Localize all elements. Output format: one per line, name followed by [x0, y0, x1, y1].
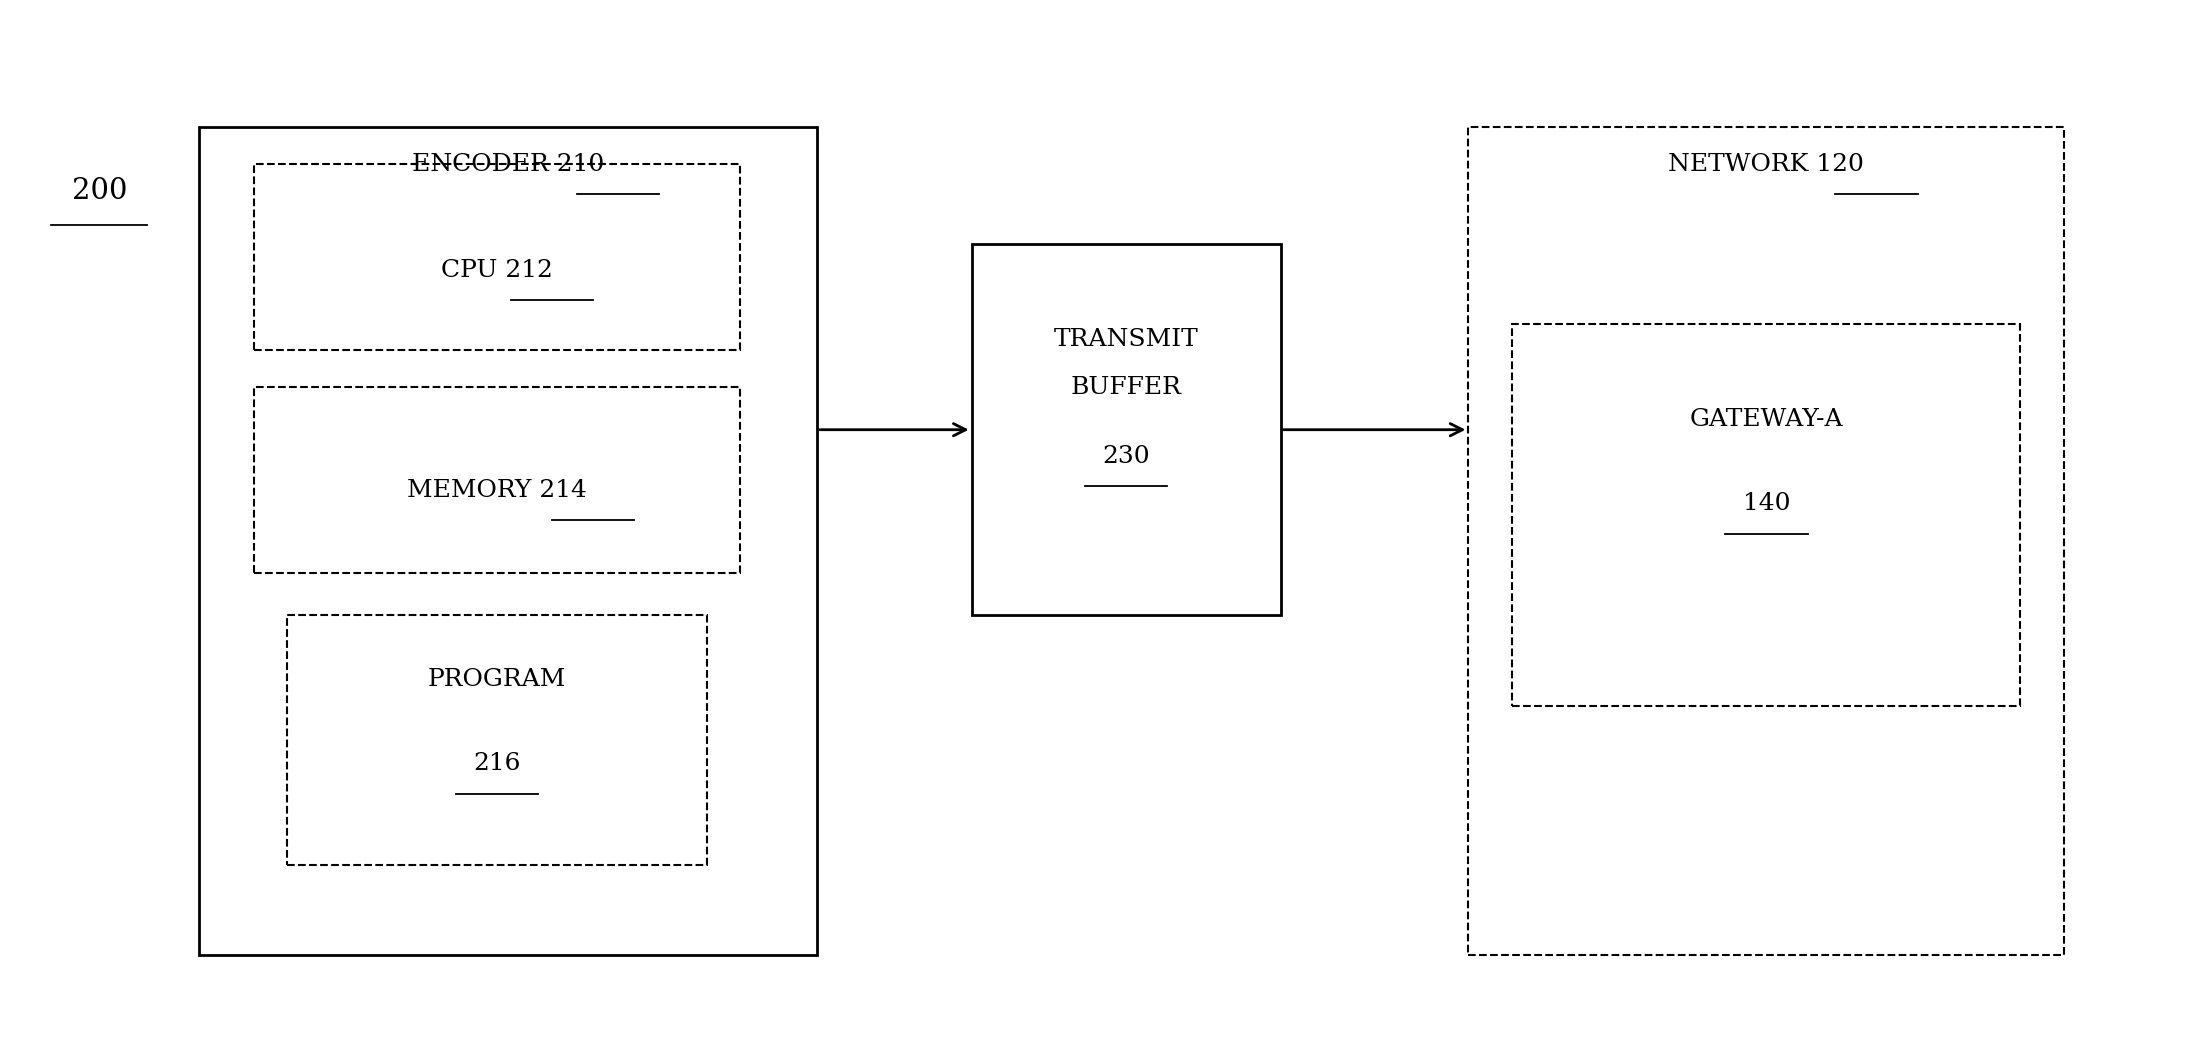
FancyBboxPatch shape — [199, 127, 817, 955]
Text: TRANSMIT: TRANSMIT — [1053, 328, 1199, 351]
Text: 200: 200 — [71, 177, 128, 205]
Text: CPU 212: CPU 212 — [442, 259, 552, 282]
FancyBboxPatch shape — [254, 164, 740, 350]
Text: GATEWAY-A: GATEWAY-A — [1689, 407, 1844, 431]
Text: MEMORY 214: MEMORY 214 — [406, 479, 587, 502]
FancyBboxPatch shape — [1512, 324, 2020, 706]
Text: BUFFER: BUFFER — [1071, 376, 1181, 399]
FancyBboxPatch shape — [287, 615, 707, 865]
Text: 216: 216 — [473, 752, 521, 776]
Text: ENCODER 210: ENCODER 210 — [411, 153, 605, 176]
Text: NETWORK 120: NETWORK 120 — [1669, 153, 1864, 176]
Text: 140: 140 — [1742, 492, 1791, 516]
Text: PROGRAM: PROGRAM — [428, 667, 565, 691]
FancyBboxPatch shape — [254, 387, 740, 573]
FancyBboxPatch shape — [972, 244, 1281, 615]
Text: 230: 230 — [1102, 445, 1150, 468]
FancyBboxPatch shape — [1468, 127, 2064, 955]
